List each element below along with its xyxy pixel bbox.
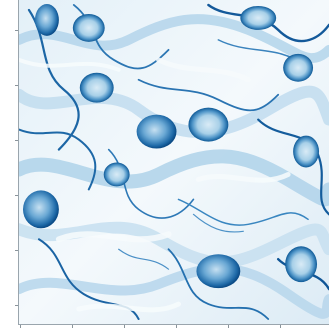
x-axis-tick bbox=[228, 325, 229, 328]
y-axis-tick bbox=[15, 30, 18, 31]
y-axis-tick bbox=[15, 140, 18, 141]
fluid-field-image bbox=[19, 0, 329, 324]
y-axis-tick bbox=[15, 85, 18, 86]
x-axis-tick bbox=[20, 325, 21, 328]
vortex-cores bbox=[22, 3, 320, 289]
y-axis-tick bbox=[15, 250, 18, 251]
y-axis-tick bbox=[15, 195, 18, 196]
x-axis-tick bbox=[280, 325, 281, 328]
x-axis-tick bbox=[124, 325, 125, 328]
x-axis-tick bbox=[176, 325, 177, 328]
y-axis-tick bbox=[15, 305, 18, 306]
plot-area bbox=[18, 0, 329, 325]
x-axis-tick bbox=[72, 325, 73, 328]
